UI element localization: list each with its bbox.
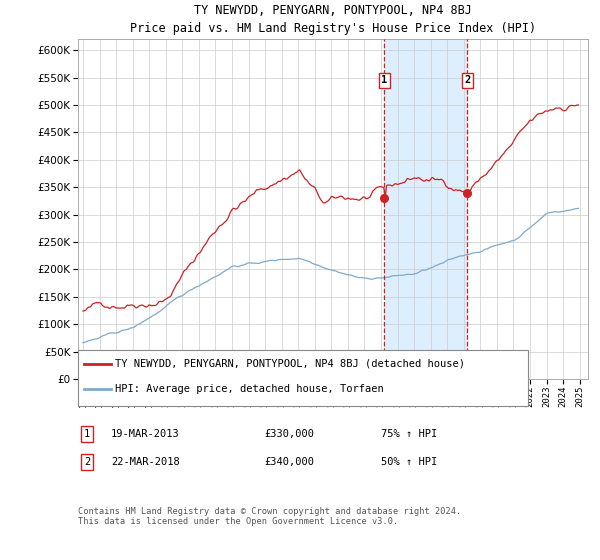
Text: 2: 2: [84, 457, 90, 467]
Text: £330,000: £330,000: [264, 429, 314, 439]
Text: 2: 2: [464, 75, 470, 85]
Text: 19-MAR-2013: 19-MAR-2013: [111, 429, 180, 439]
Title: TY NEWYDD, PENYGARN, PONTYPOOL, NP4 8BJ
Price paid vs. HM Land Registry's House : TY NEWYDD, PENYGARN, PONTYPOOL, NP4 8BJ …: [130, 4, 536, 35]
Text: HPI: Average price, detached house, Torfaen: HPI: Average price, detached house, Torf…: [115, 384, 384, 394]
Text: 22-MAR-2018: 22-MAR-2018: [111, 457, 180, 467]
Text: Contains HM Land Registry data © Crown copyright and database right 2024.
This d: Contains HM Land Registry data © Crown c…: [78, 507, 461, 526]
Text: 1: 1: [382, 75, 388, 85]
Text: £340,000: £340,000: [264, 457, 314, 467]
Bar: [385, 39, 467, 379]
Text: TY NEWYDD, PENYGARN, PONTYPOOL, NP4 8BJ (detached house): TY NEWYDD, PENYGARN, PONTYPOOL, NP4 8BJ …: [115, 359, 465, 369]
Text: 75% ↑ HPI: 75% ↑ HPI: [381, 429, 437, 439]
Text: 50% ↑ HPI: 50% ↑ HPI: [381, 457, 437, 467]
Text: 1: 1: [84, 429, 90, 439]
